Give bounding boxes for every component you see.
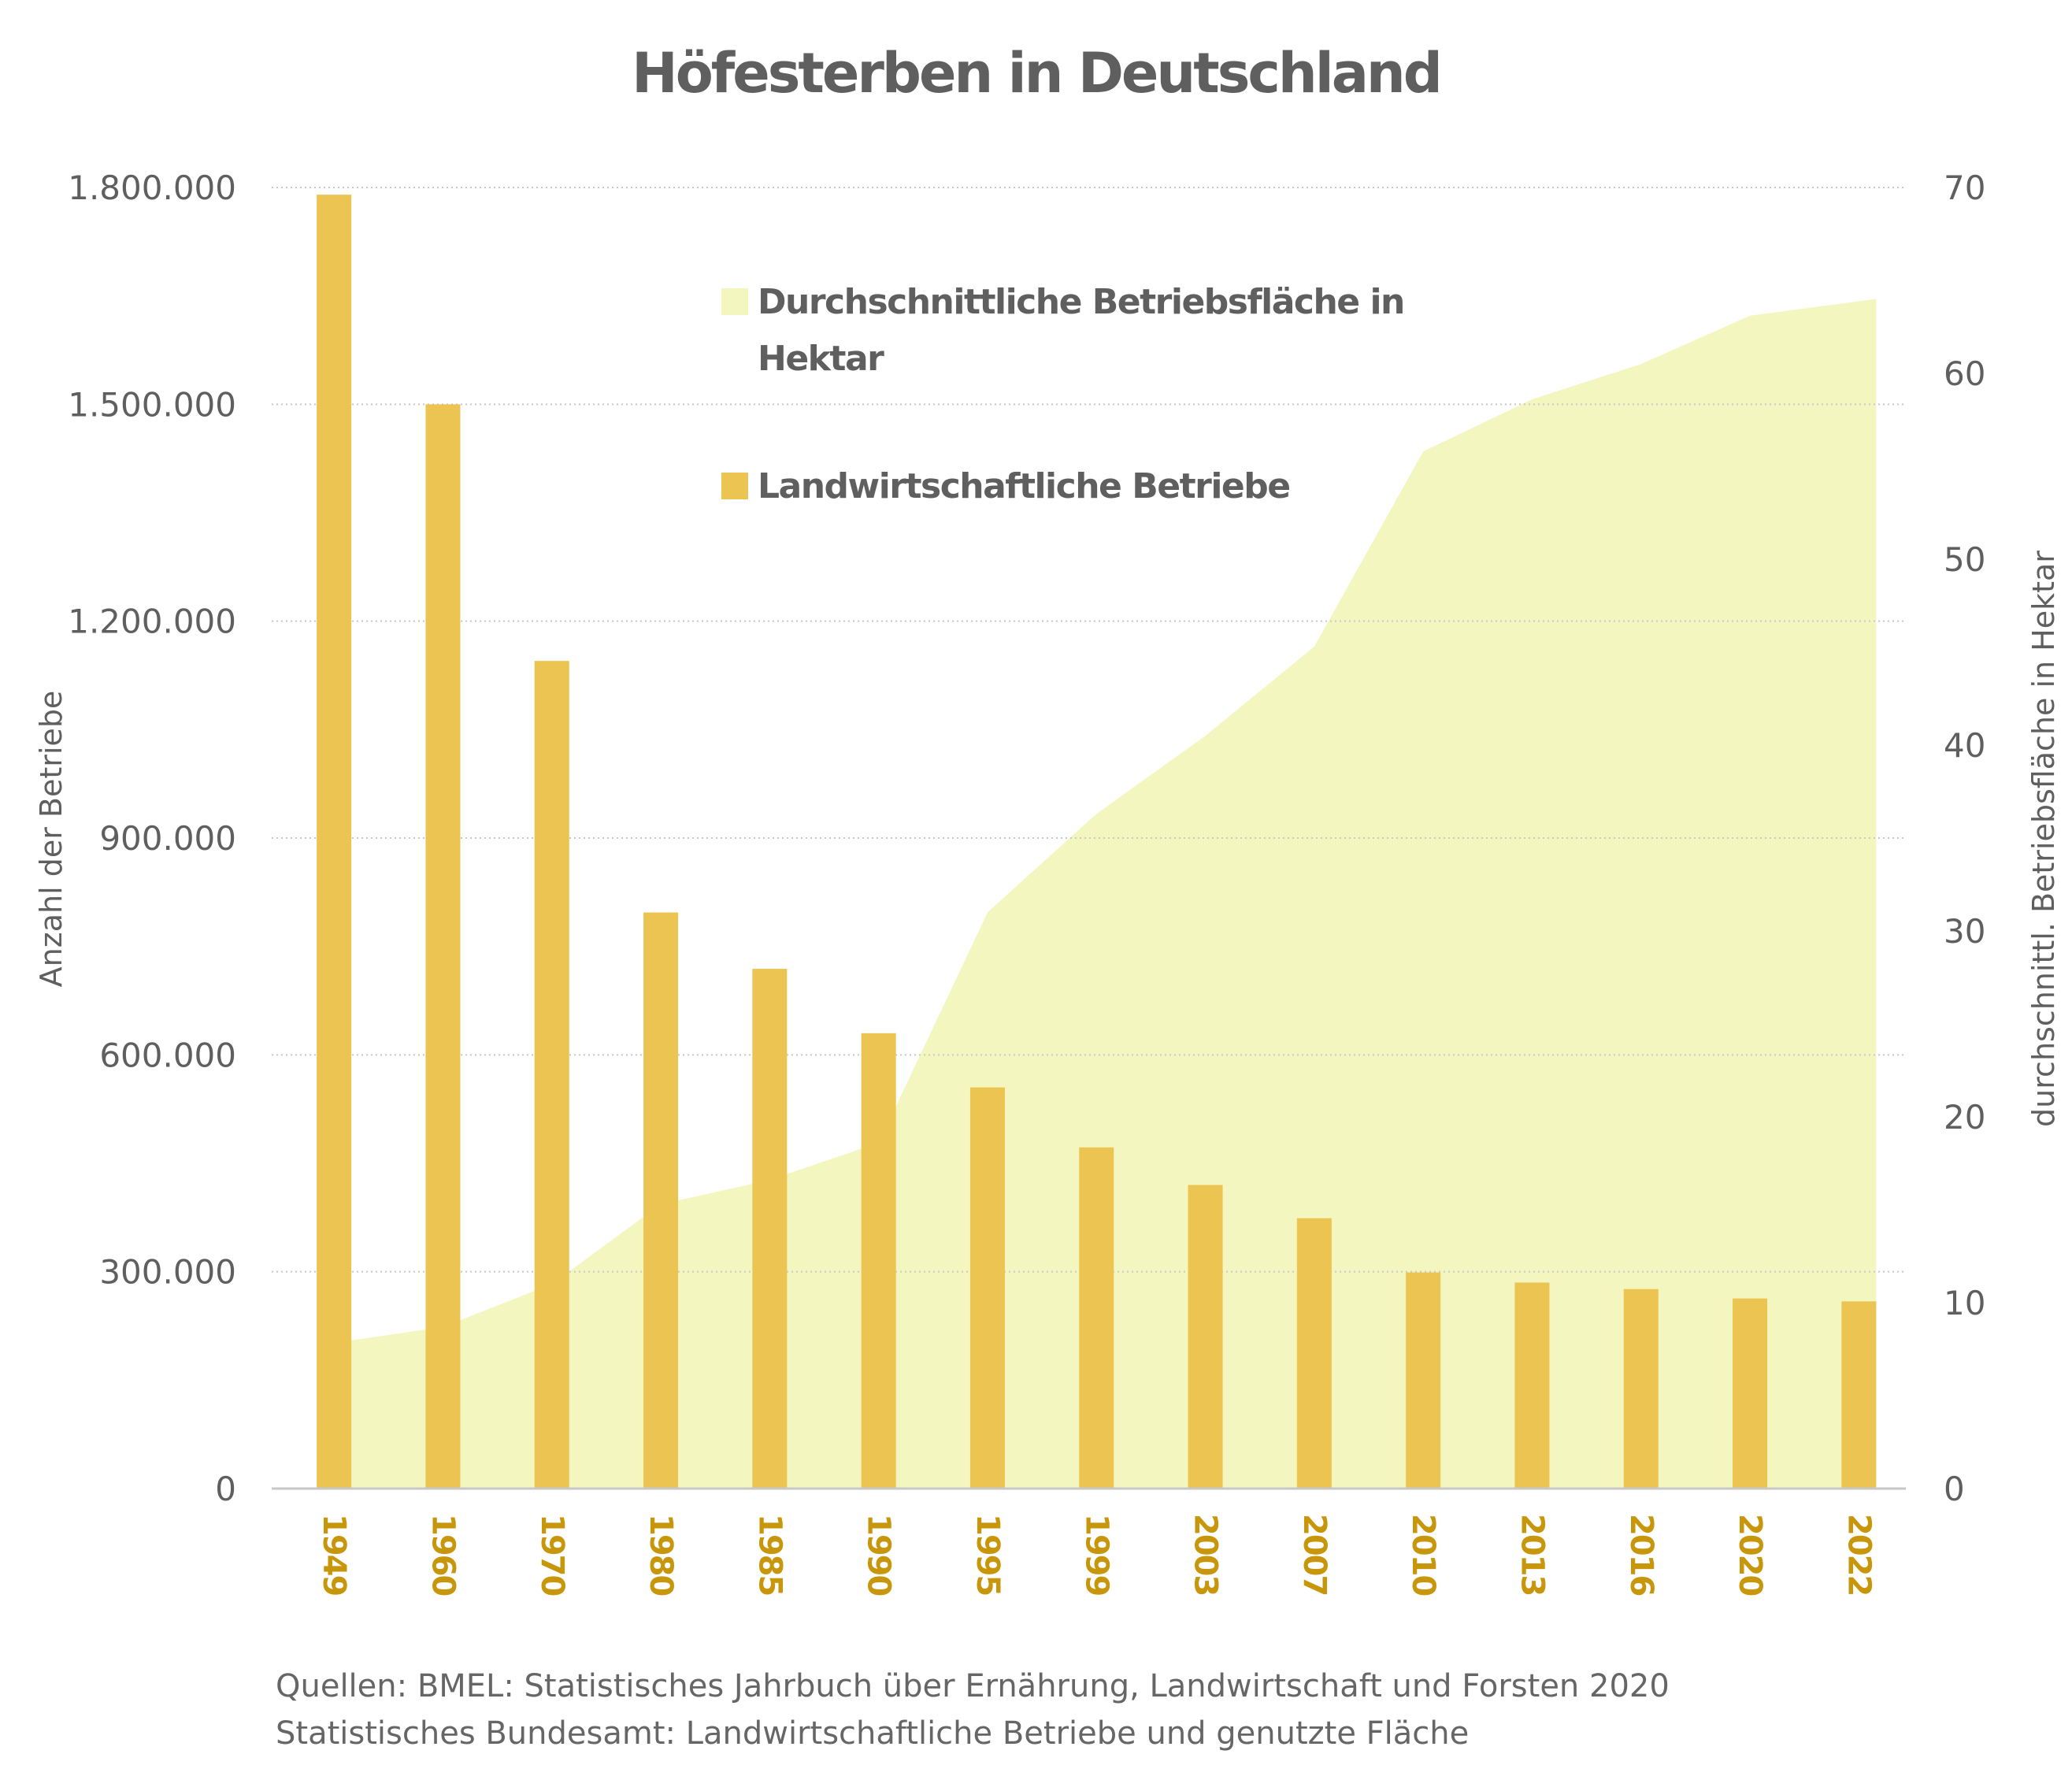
y2-tick-label: 70 [1944, 169, 1985, 207]
x-tick-label: 2010 [1405, 1514, 1441, 1595]
chart-title: Höfesterben in Deutschland [632, 41, 1443, 106]
x-tick-label: 1970 [534, 1514, 570, 1595]
bar-1990 [861, 1033, 896, 1489]
y2-tick-label: 50 [1944, 540, 1985, 579]
x-tick-label: 1960 [424, 1514, 461, 1595]
x-tick-label: 1985 [751, 1514, 788, 1595]
bar-2003 [1188, 1185, 1223, 1489]
area-series-betriebsflaeche [317, 299, 1877, 1489]
y-tick-label: 1.200.000 [68, 603, 236, 641]
bar-1970 [534, 661, 569, 1489]
y-tick-label: 900.000 [99, 819, 236, 858]
x-tick-label: 1995 [969, 1514, 1006, 1595]
y2-tick-label: 60 [1944, 354, 1985, 393]
legend-swatch [721, 288, 748, 315]
bar-1999 [1079, 1147, 1114, 1489]
bar-2022 [1841, 1301, 1877, 1489]
y2-tick-label: 0 [1944, 1470, 1965, 1508]
y-tick-label: 0 [215, 1470, 236, 1508]
x-tick-label: 1949 [316, 1514, 352, 1595]
x-tick-label: 2022 [1840, 1514, 1877, 1595]
y2-tick-label: 30 [1944, 912, 1985, 951]
x-tick-label: 1980 [643, 1514, 679, 1595]
x-tick-label: 2003 [1188, 1514, 1224, 1595]
x-tick-label: 2013 [1514, 1514, 1550, 1595]
bar-2007 [1296, 1218, 1332, 1489]
bar-1960 [425, 404, 461, 1489]
bar-1985 [752, 969, 788, 1489]
y-axis-title: Anzahl der Betriebe [34, 691, 69, 988]
y-tick-label: 1.500.000 [68, 385, 236, 424]
bar-1949 [317, 195, 352, 1489]
x-tick-label: 1999 [1078, 1514, 1114, 1595]
x-tick-label: 2020 [1732, 1514, 1768, 1595]
bar-1995 [969, 1087, 1005, 1489]
bar-2013 [1514, 1282, 1550, 1489]
y-tick-label: 1.800.000 [68, 169, 236, 207]
x-tick-label: 1990 [861, 1514, 897, 1595]
legend-swatch [721, 473, 748, 499]
y-tick-label: 300.000 [99, 1253, 236, 1292]
y2-axis-title: durchschnittl. Betriebsfläche in Hektar [2026, 551, 2061, 1127]
bar-2020 [1733, 1298, 1768, 1489]
y-tick-label: 600.000 [99, 1036, 236, 1074]
x-tick-label: 2007 [1296, 1514, 1333, 1595]
bar-2010 [1406, 1272, 1441, 1489]
y2-tick-label: 10 [1944, 1284, 1985, 1322]
legend-label: Hektar [758, 339, 884, 379]
legend-label: Landwirtschaftliche Betriebe [758, 466, 1290, 506]
x-tick-label: 2016 [1623, 1514, 1659, 1595]
source-line-1: Quellen: BMEL: Statistisches Jahrbuch üb… [276, 1668, 1670, 1704]
y2-tick-label: 20 [1944, 1098, 1985, 1137]
y2-tick-label: 40 [1944, 726, 1985, 765]
bar-1980 [643, 912, 679, 1489]
bar-2016 [1623, 1289, 1659, 1489]
source-line-2: Statistisches Bundesamt: Landwirtschaftl… [276, 1715, 1470, 1752]
legend-label: Durchschnittliche Betriebsfläche in [758, 282, 1404, 322]
